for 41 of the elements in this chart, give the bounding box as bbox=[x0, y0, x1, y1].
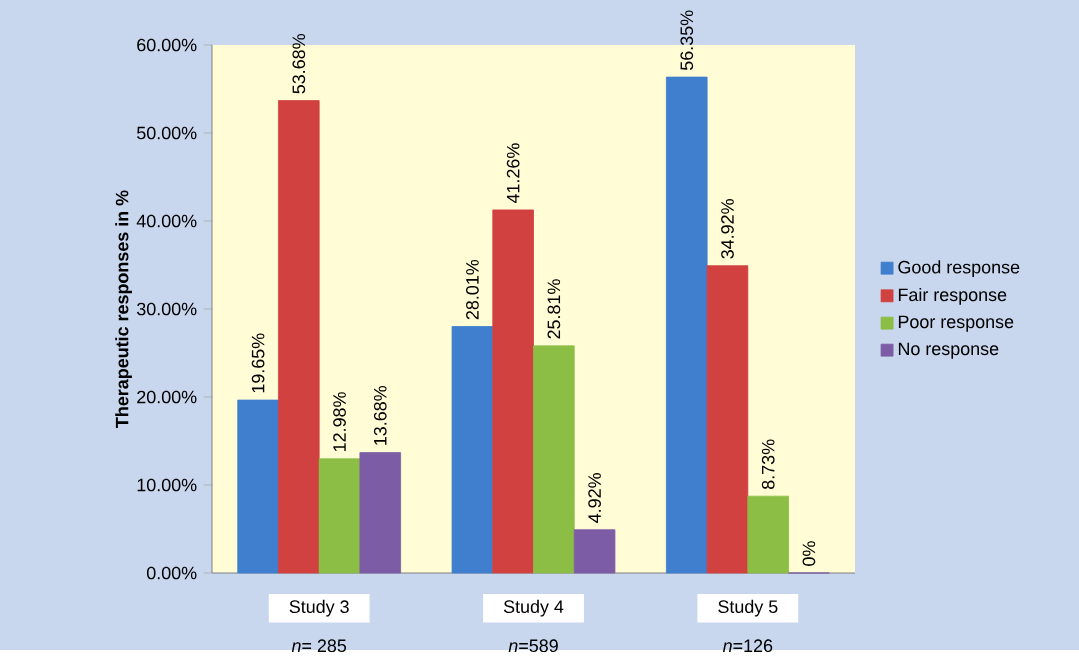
bar bbox=[237, 399, 279, 574]
text: n=126 bbox=[722, 639, 773, 653]
y-tick-label: 30.00% bbox=[136, 302, 197, 316]
data-label: 53.68% bbox=[292, 34, 306, 94]
bar bbox=[278, 100, 320, 574]
y-tick-label: 10.00% bbox=[137, 478, 197, 492]
x-tick-label: Study 3 bbox=[289, 599, 349, 617]
bar bbox=[533, 345, 575, 574]
x-tick-label: Study 5 bbox=[718, 599, 778, 617]
data-label: 28.01% bbox=[466, 259, 479, 320]
legend-label: Fair response bbox=[898, 287, 1007, 305]
data-label: 13.68% bbox=[373, 386, 387, 445]
bar bbox=[492, 209, 534, 574]
bar bbox=[747, 495, 789, 574]
bar bbox=[665, 76, 708, 574]
bar bbox=[573, 529, 616, 574]
x-tick-label: Study 4 bbox=[503, 599, 564, 617]
data-label: 12.98% bbox=[333, 392, 346, 451]
y-axis-title: Therapeutic responses in % bbox=[115, 190, 132, 428]
bar bbox=[451, 326, 494, 574]
data-label: 25.81% bbox=[547, 279, 561, 339]
text: n=589 bbox=[508, 639, 558, 653]
legend-label: No response bbox=[898, 342, 999, 359]
y-tick-label: 0.00% bbox=[146, 566, 197, 580]
y-tick-label: 60.00% bbox=[137, 38, 197, 52]
data-label: 19.65% bbox=[251, 333, 265, 393]
legend-label: Poor response bbox=[898, 315, 1014, 332]
y-tick-label: 40.00% bbox=[136, 214, 197, 228]
bar bbox=[706, 265, 749, 574]
data-label: 41.26% bbox=[506, 143, 520, 204]
data-label: 56.35% bbox=[680, 10, 694, 70]
bar bbox=[318, 458, 361, 574]
data-label: 8.73% bbox=[761, 439, 775, 489]
y-tick-label: 20.00% bbox=[137, 390, 197, 404]
bar bbox=[359, 452, 402, 574]
text: n= 285 bbox=[291, 639, 347, 653]
y-tick-label: 50.00% bbox=[137, 126, 197, 140]
legend-label: Good response bbox=[898, 260, 1020, 278]
data-label: 0% bbox=[802, 541, 816, 566]
data-label: 4.92% bbox=[588, 473, 601, 523]
data-label: 34.92% bbox=[721, 199, 734, 259]
